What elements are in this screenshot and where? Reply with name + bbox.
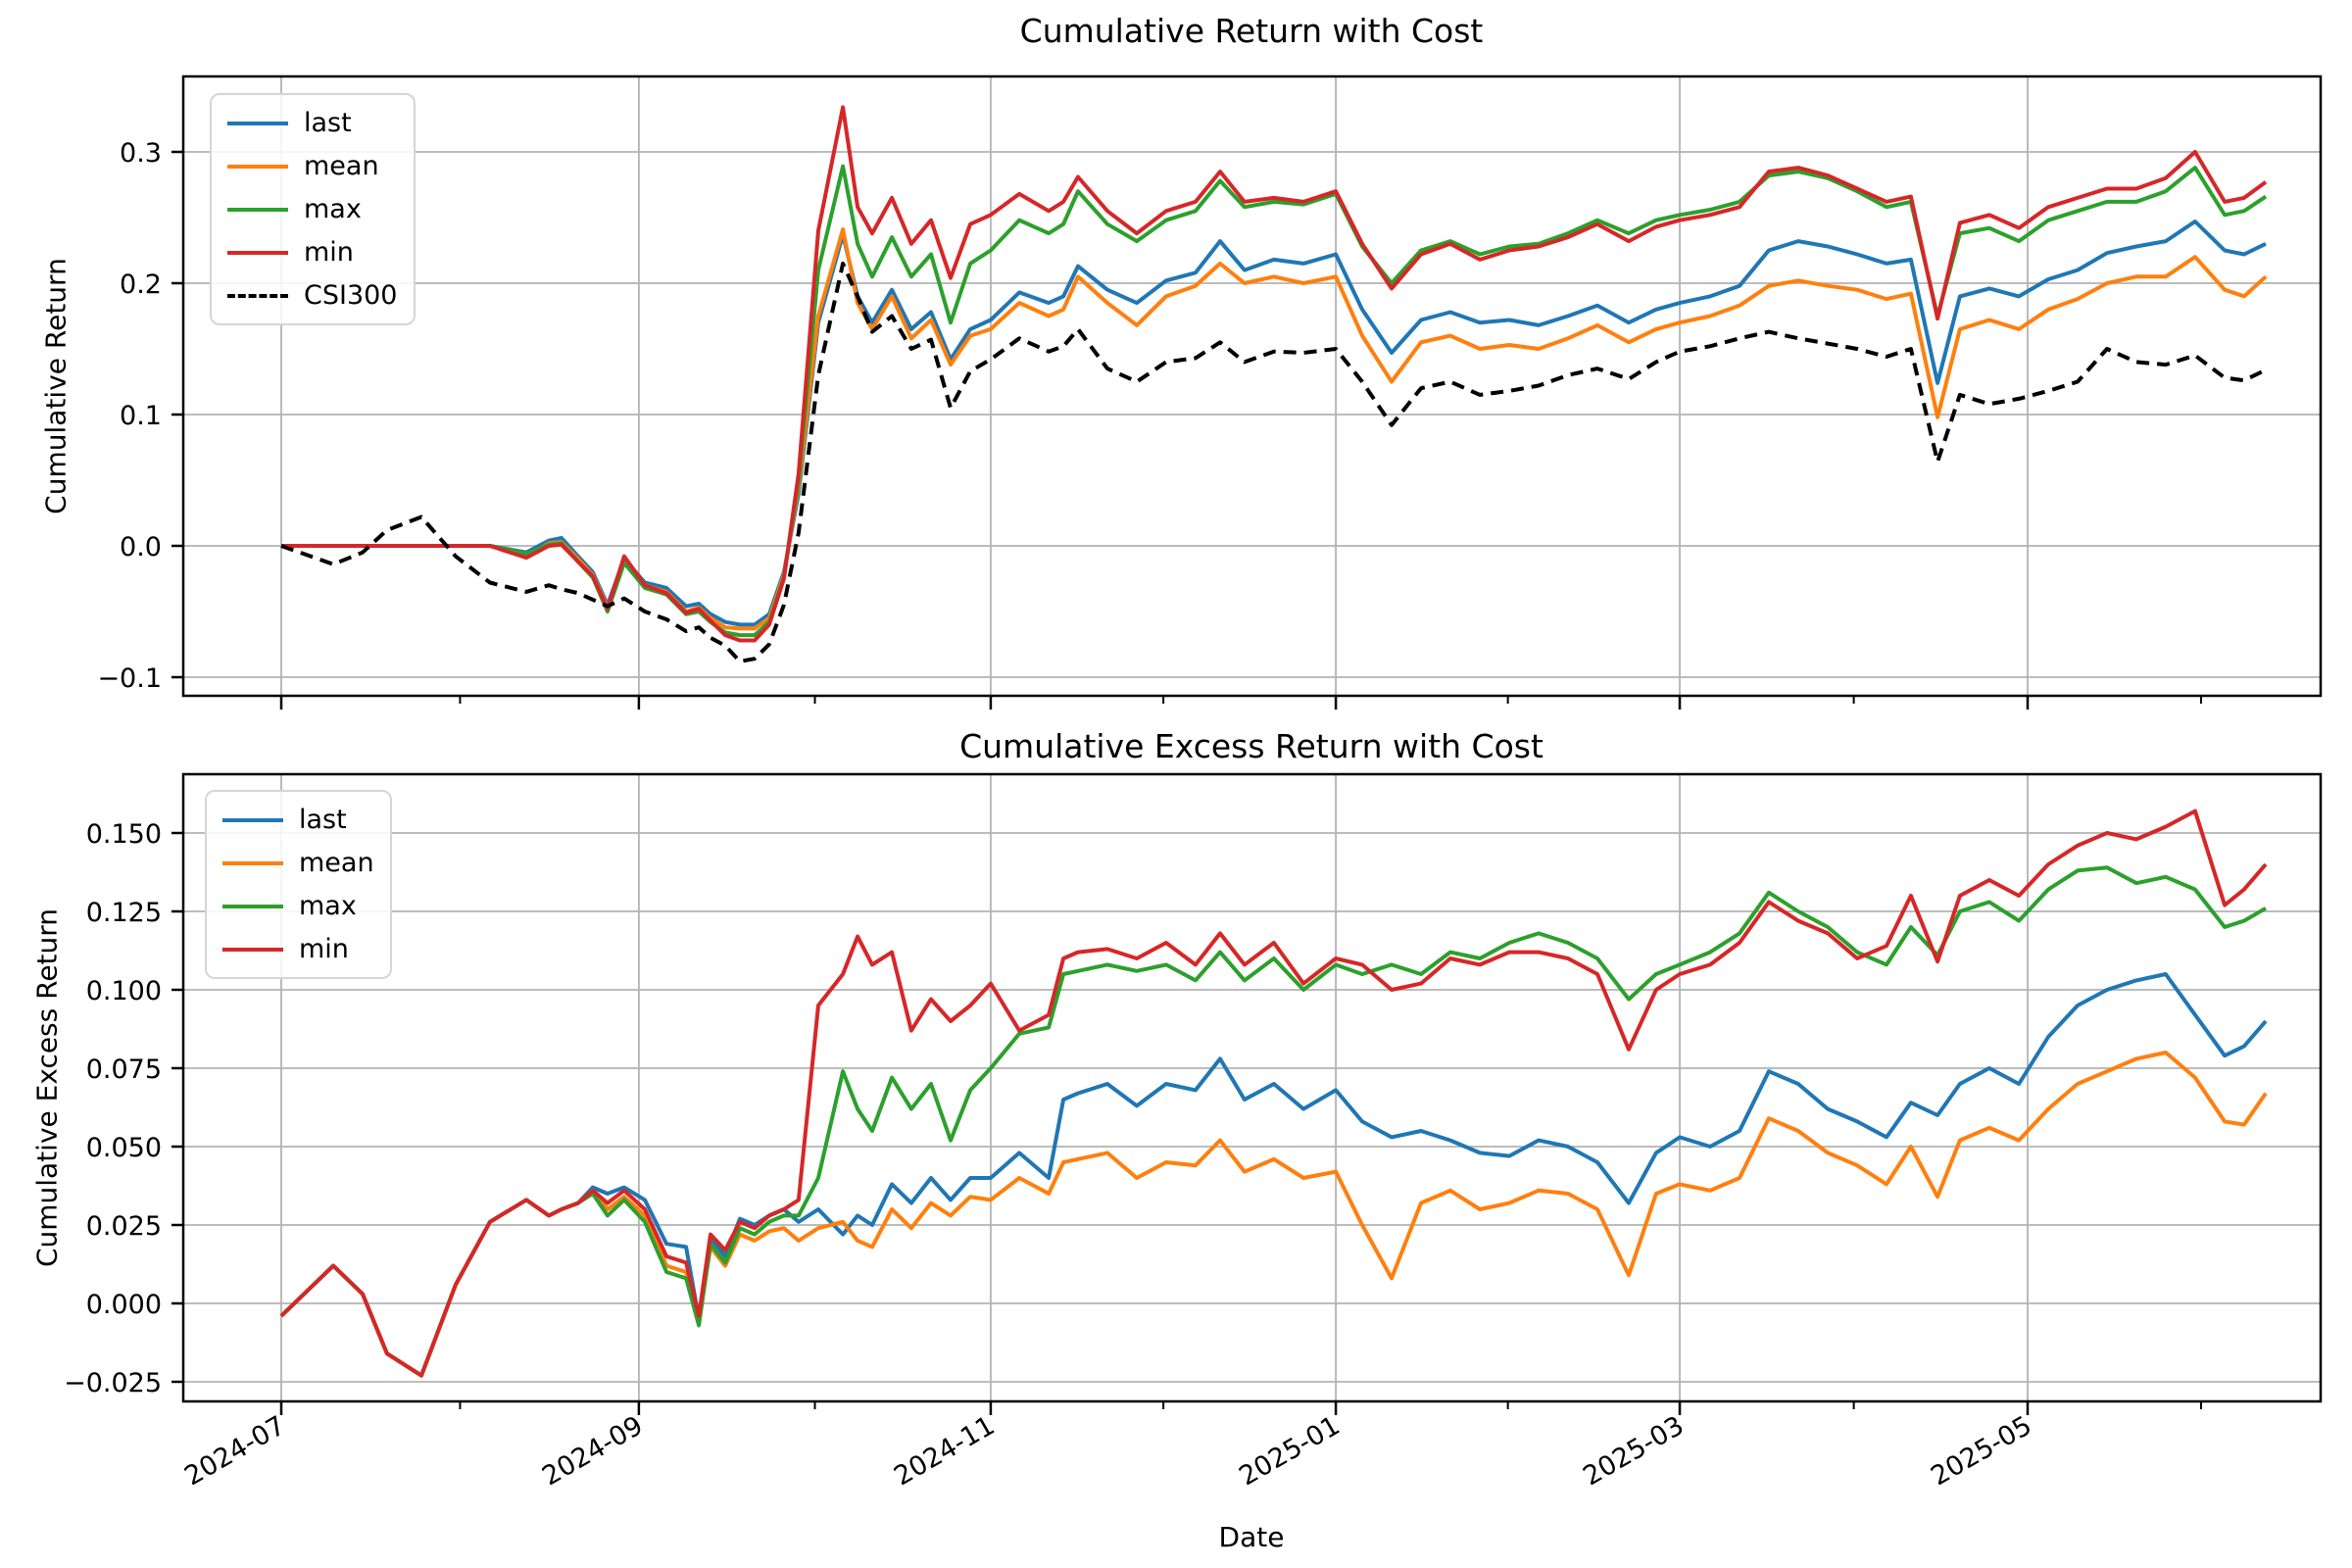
legend-label: min	[299, 934, 349, 964]
series-line-CSI300	[280, 261, 2267, 663]
plot-border	[181, 74, 2323, 698]
x-tick-label: 2025-05	[1926, 1410, 2036, 1492]
x-tick-label: 2024-07	[179, 1410, 290, 1492]
legend-line-sample-CSI300	[227, 293, 288, 298]
series-line-last-excess	[279, 972, 2268, 1378]
legend-line-sample-min	[227, 250, 288, 255]
x-tick-label: 2025-03	[1578, 1410, 1689, 1492]
legend-label: last	[304, 108, 352, 138]
y-tick-label: 0.150	[86, 819, 162, 850]
top-chart-title: Cumulative Return with Cost	[1019, 12, 1484, 50]
y-tick-label: 0.3	[120, 138, 162, 169]
legend-item-mean: mean	[222, 847, 374, 879]
legend-line-sample-max	[227, 207, 288, 212]
x-tick-label: 2024-11	[889, 1410, 1000, 1492]
y-tick-label: 0.025	[86, 1211, 162, 1242]
legend-item-min: min	[222, 933, 374, 965]
legend-label: min	[304, 237, 354, 268]
y-tick-label: −0.1	[97, 663, 162, 694]
series-line-mean-excess	[279, 1051, 2268, 1378]
legend-label: CSI300	[304, 280, 398, 311]
y-tick-label: 0.100	[86, 976, 162, 1006]
plot-border	[181, 772, 2323, 1403]
legend-line-sample-mean	[222, 860, 283, 865]
series-line-min-excess	[279, 808, 2268, 1378]
legend-item-max: max	[222, 890, 374, 922]
x-axis-label: Date	[1218, 1521, 1285, 1553]
y-tick-label: 0.2	[120, 270, 162, 300]
y-tick-label: 0.125	[86, 898, 162, 928]
bottom-chart-title: Cumulative Excess Return with Cost	[959, 727, 1544, 765]
legend-item-min: min	[227, 236, 398, 269]
series-line-min	[281, 105, 2268, 643]
legend-line-sample-min	[222, 947, 283, 952]
y-tick-label: −0.025	[64, 1368, 162, 1398]
y-tick-label: 0.0	[120, 532, 162, 563]
legend-label: last	[299, 805, 347, 835]
bottom-chart-legend: last mean max min	[205, 790, 392, 979]
x-tick-label: 2024-09	[537, 1410, 648, 1492]
x-tick-label: 2025-01	[1234, 1410, 1345, 1492]
legend-item-last: last	[227, 107, 398, 139]
legend-line-sample-last	[222, 817, 283, 822]
legend-item-mean: mean	[227, 150, 398, 182]
bottom-y-axis-label: Cumulative Excess Return	[30, 907, 64, 1268]
legend-line-sample-last	[227, 121, 288, 125]
y-tick-label: 0.050	[86, 1133, 162, 1163]
legend-line-sample-max	[222, 904, 283, 908]
series-line-mean	[281, 227, 2268, 631]
legend-item-last: last	[222, 804, 374, 836]
series-line-max	[281, 164, 2268, 638]
legend-line-sample-mean	[227, 164, 288, 169]
y-tick-label: 0.1	[120, 401, 162, 431]
legend-label: max	[299, 891, 357, 921]
legend-label: mean	[299, 848, 374, 878]
legend-label: mean	[304, 151, 379, 181]
y-tick-label: 0.000	[86, 1290, 162, 1320]
legend-label: max	[304, 194, 362, 224]
top-chart-legend: last mean max min CSI300	[210, 93, 416, 325]
legend-item-CSI300: CSI300	[227, 279, 398, 312]
legend-item-max: max	[227, 193, 398, 225]
top-y-axis-label: Cumulative Return	[39, 258, 73, 514]
y-tick-label: 0.075	[86, 1054, 162, 1085]
series-line-max-excess	[279, 865, 2268, 1378]
